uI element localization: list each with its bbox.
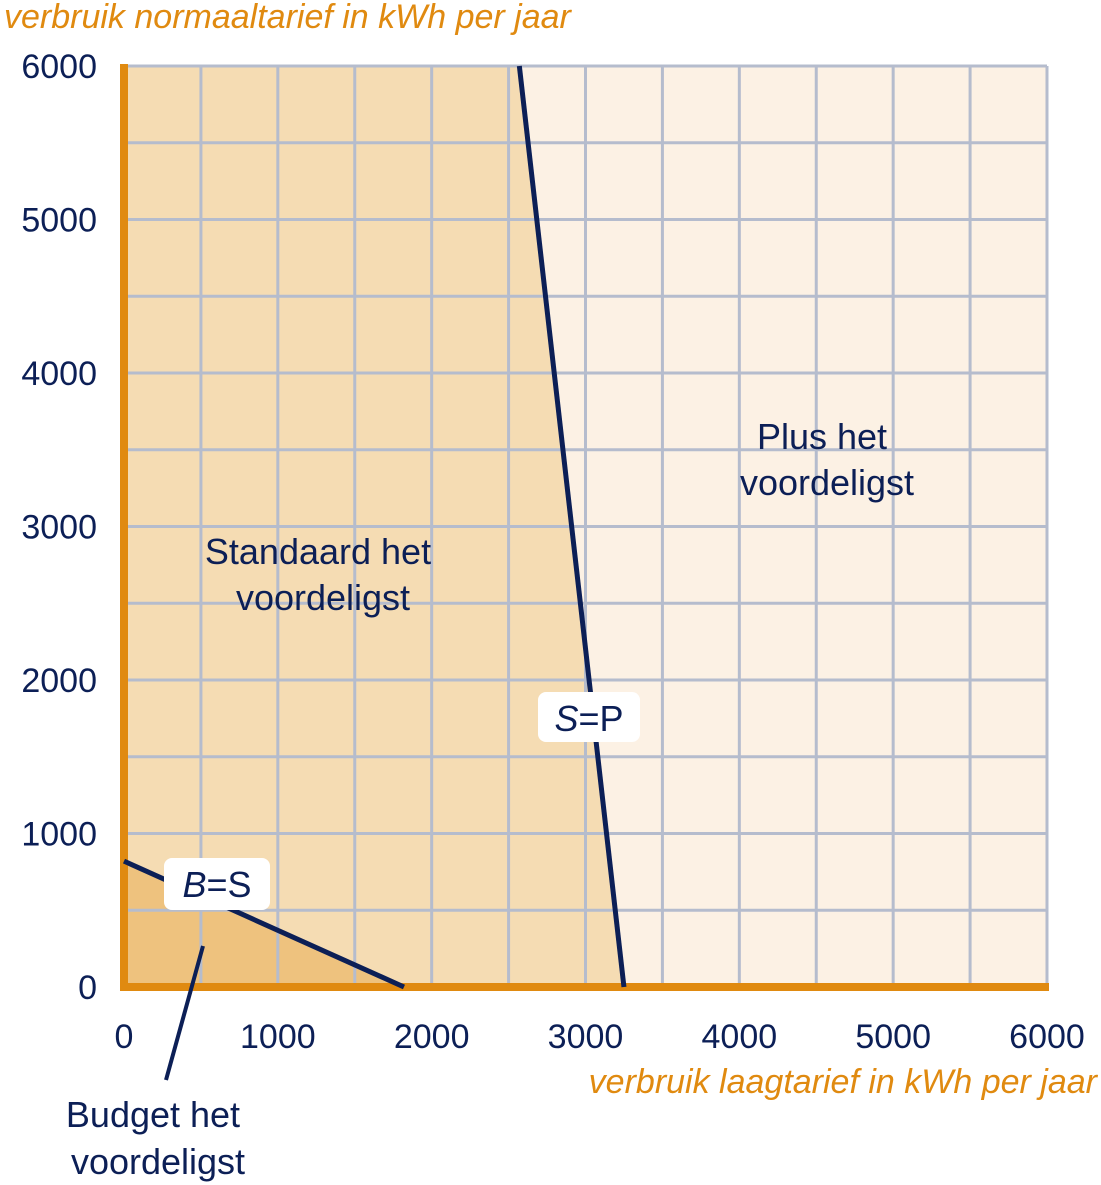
x-tick-label: 0 (115, 1018, 134, 1056)
y-tick-label: 6000 (21, 48, 97, 86)
region-label-budget: Budget het voordeligst (66, 1094, 250, 1182)
label-bg-b-equals-s (164, 858, 270, 910)
y-tick-label: 5000 (21, 202, 97, 240)
series-line-s-equals-p (516, 65, 627, 988)
x-tick-label: 5000 (855, 1018, 931, 1056)
y-tick-label: 3000 (21, 509, 97, 547)
y-tick-label: 1000 (21, 816, 97, 854)
x-tick-label: 2000 (394, 1018, 470, 1056)
x-tick-label: 1000 (240, 1018, 316, 1056)
series-label-s-equals-p: S=P (554, 698, 623, 739)
region-label-plus: Plus het voordeligst (740, 416, 914, 503)
x-tick-labels: 0 1000 2000 3000 4000 5000 6000 (115, 1018, 1085, 1056)
series-label-b-equals-s: B=S (182, 864, 251, 905)
y-axis-title: verbruik normaaltarief in kWh per jaar (4, 0, 573, 36)
x-tick-label: 3000 (548, 1018, 624, 1056)
x-tick-label: 4000 (702, 1018, 778, 1056)
y-tick-label: 2000 (21, 662, 97, 700)
x-axis-title: verbruik laagtarief in kWh per jaar (589, 1063, 1099, 1101)
y-tick-label: 4000 (21, 355, 97, 393)
budget-pointer-line (164, 945, 205, 1081)
grid (124, 64, 1049, 987)
y-tick-label: 0 (78, 969, 97, 1007)
x-tick-label: 6000 (1009, 1018, 1085, 1056)
y-tick-labels: 0 1000 2000 3000 4000 5000 6000 (21, 48, 97, 1007)
region-label-standaard: Standaard het voordeligst (205, 531, 441, 618)
label-bg-s-equals-p (538, 692, 640, 742)
